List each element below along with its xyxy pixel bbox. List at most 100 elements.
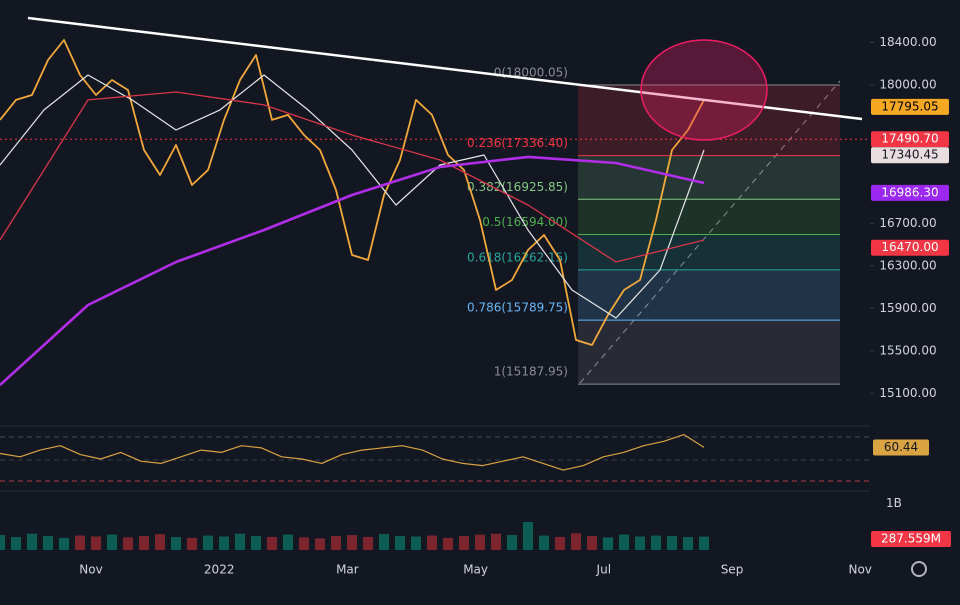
volume-bar (651, 535, 661, 550)
series-line (0, 91, 705, 263)
volume-bar (411, 536, 421, 550)
y-tick-label: 18400.00 (879, 35, 936, 49)
rsi-tag-label: 60.44 (884, 440, 918, 454)
volume-bar (491, 533, 501, 550)
y-tick-label: 15500.00 (879, 343, 936, 357)
fib-band (578, 199, 840, 235)
volume-bar (539, 535, 549, 550)
rsi-tag (873, 439, 929, 456)
volume-bar (171, 536, 181, 550)
volume-bar (187, 537, 197, 550)
volume-bar (43, 536, 53, 550)
price-tag (871, 239, 949, 256)
background-layer (0, 80, 870, 492)
fib-trend-line (579, 80, 841, 384)
volume-bar (459, 536, 469, 550)
volume-bar (219, 536, 229, 550)
highlight-circle (640, 39, 768, 141)
volume-bar (331, 536, 341, 550)
volume-bar (683, 536, 693, 550)
fib-layer: 0(18000.05) 0.236(17336.40) 0.382(16925.85… (467, 66, 840, 385)
fib-level-label: 0(18000.05) (494, 66, 568, 80)
price-tag (871, 147, 949, 164)
volume-bar (667, 536, 677, 550)
fib-level-label: 0.618(16262.15) (467, 250, 568, 264)
x-tick-label: Jul (596, 563, 611, 577)
trend-line (27, 16, 863, 121)
volume-bar (235, 533, 245, 550)
volume-bar (27, 533, 37, 550)
axis-layer: 18400.00 18000.00 16700.00 16300.00 15900.00… (79, 35, 951, 577)
volume-bar (107, 534, 117, 550)
price-tag-label: 17795.05 (881, 99, 938, 113)
x-tick-label: 2022 (204, 563, 235, 577)
volume-bar (523, 522, 533, 550)
x-tick-label: May (463, 563, 488, 577)
volume-bar (299, 537, 309, 550)
annotation-layer (27, 16, 927, 577)
volume-bar (603, 537, 613, 550)
volume-bar (699, 536, 709, 550)
volume-bar (11, 536, 21, 550)
price-tag (871, 184, 949, 201)
volume-bar (507, 535, 517, 550)
fib-band (578, 234, 840, 270)
volume-tag-label: 287.559M (881, 532, 941, 546)
volume-bar (475, 534, 485, 550)
volume-bar (251, 536, 261, 550)
series-line (0, 155, 705, 386)
volume-bar (443, 537, 453, 550)
fib-level-label: 0.786(15789.75) (467, 301, 568, 315)
price-tag-label: 16986.30 (881, 185, 938, 199)
y-tick-label: 1B (886, 496, 902, 510)
settings-icon[interactable] (911, 561, 927, 577)
volume-bar (267, 536, 277, 550)
fib-level-label: 0.382(16925.85) (467, 180, 568, 194)
volume-bar (283, 534, 293, 550)
volume-bar (155, 534, 165, 550)
fib-level-label: 0.236(17336.40) (467, 136, 568, 150)
volume-bar (619, 534, 629, 550)
volume-bar (203, 535, 213, 550)
y-tick-label: 15100.00 (879, 386, 936, 400)
volume-bar (587, 536, 597, 550)
x-tick-label: Mar (336, 563, 359, 577)
y-tick-label: 18000.00 (879, 78, 936, 92)
volume-bar (555, 536, 565, 550)
volume-bar (347, 535, 357, 550)
volume-bar (139, 536, 149, 550)
volume-bar (395, 536, 405, 550)
y-tick-label: 16700.00 (879, 216, 936, 230)
x-tick-label: Sep (721, 563, 744, 577)
volume-bar (363, 536, 373, 550)
series-line (0, 74, 705, 319)
x-tick-label: Nov (848, 563, 871, 577)
fib-level-label: 1(15187.95) (494, 365, 568, 379)
volume-bar (91, 536, 101, 550)
volume-bar (59, 537, 69, 550)
volume-bar (75, 535, 85, 550)
fib-band (578, 85, 840, 156)
volume-bar (635, 536, 645, 550)
fib-band (578, 155, 840, 200)
y-tick-label: 16300.00 (879, 258, 936, 272)
series-line (0, 434, 705, 471)
fib-band (578, 269, 840, 321)
volume-bar (571, 533, 581, 550)
fib-band (578, 320, 840, 385)
price-tag-label: 17490.70 (881, 132, 938, 146)
price-tag (871, 131, 949, 148)
y-tick-label: 15900.00 (879, 301, 936, 315)
price-tag-label: 16470.00 (881, 240, 938, 254)
volume-bar (0, 535, 5, 550)
fib-level-label: 0.5(16594.00) (482, 215, 568, 229)
volume-bar (379, 534, 389, 550)
volume-tag (871, 531, 951, 547)
lines-layer (0, 39, 870, 550)
volume-bar (427, 535, 437, 550)
price-tag (871, 98, 949, 115)
x-tick-label: Nov (79, 563, 102, 577)
volume-bar (123, 537, 133, 550)
